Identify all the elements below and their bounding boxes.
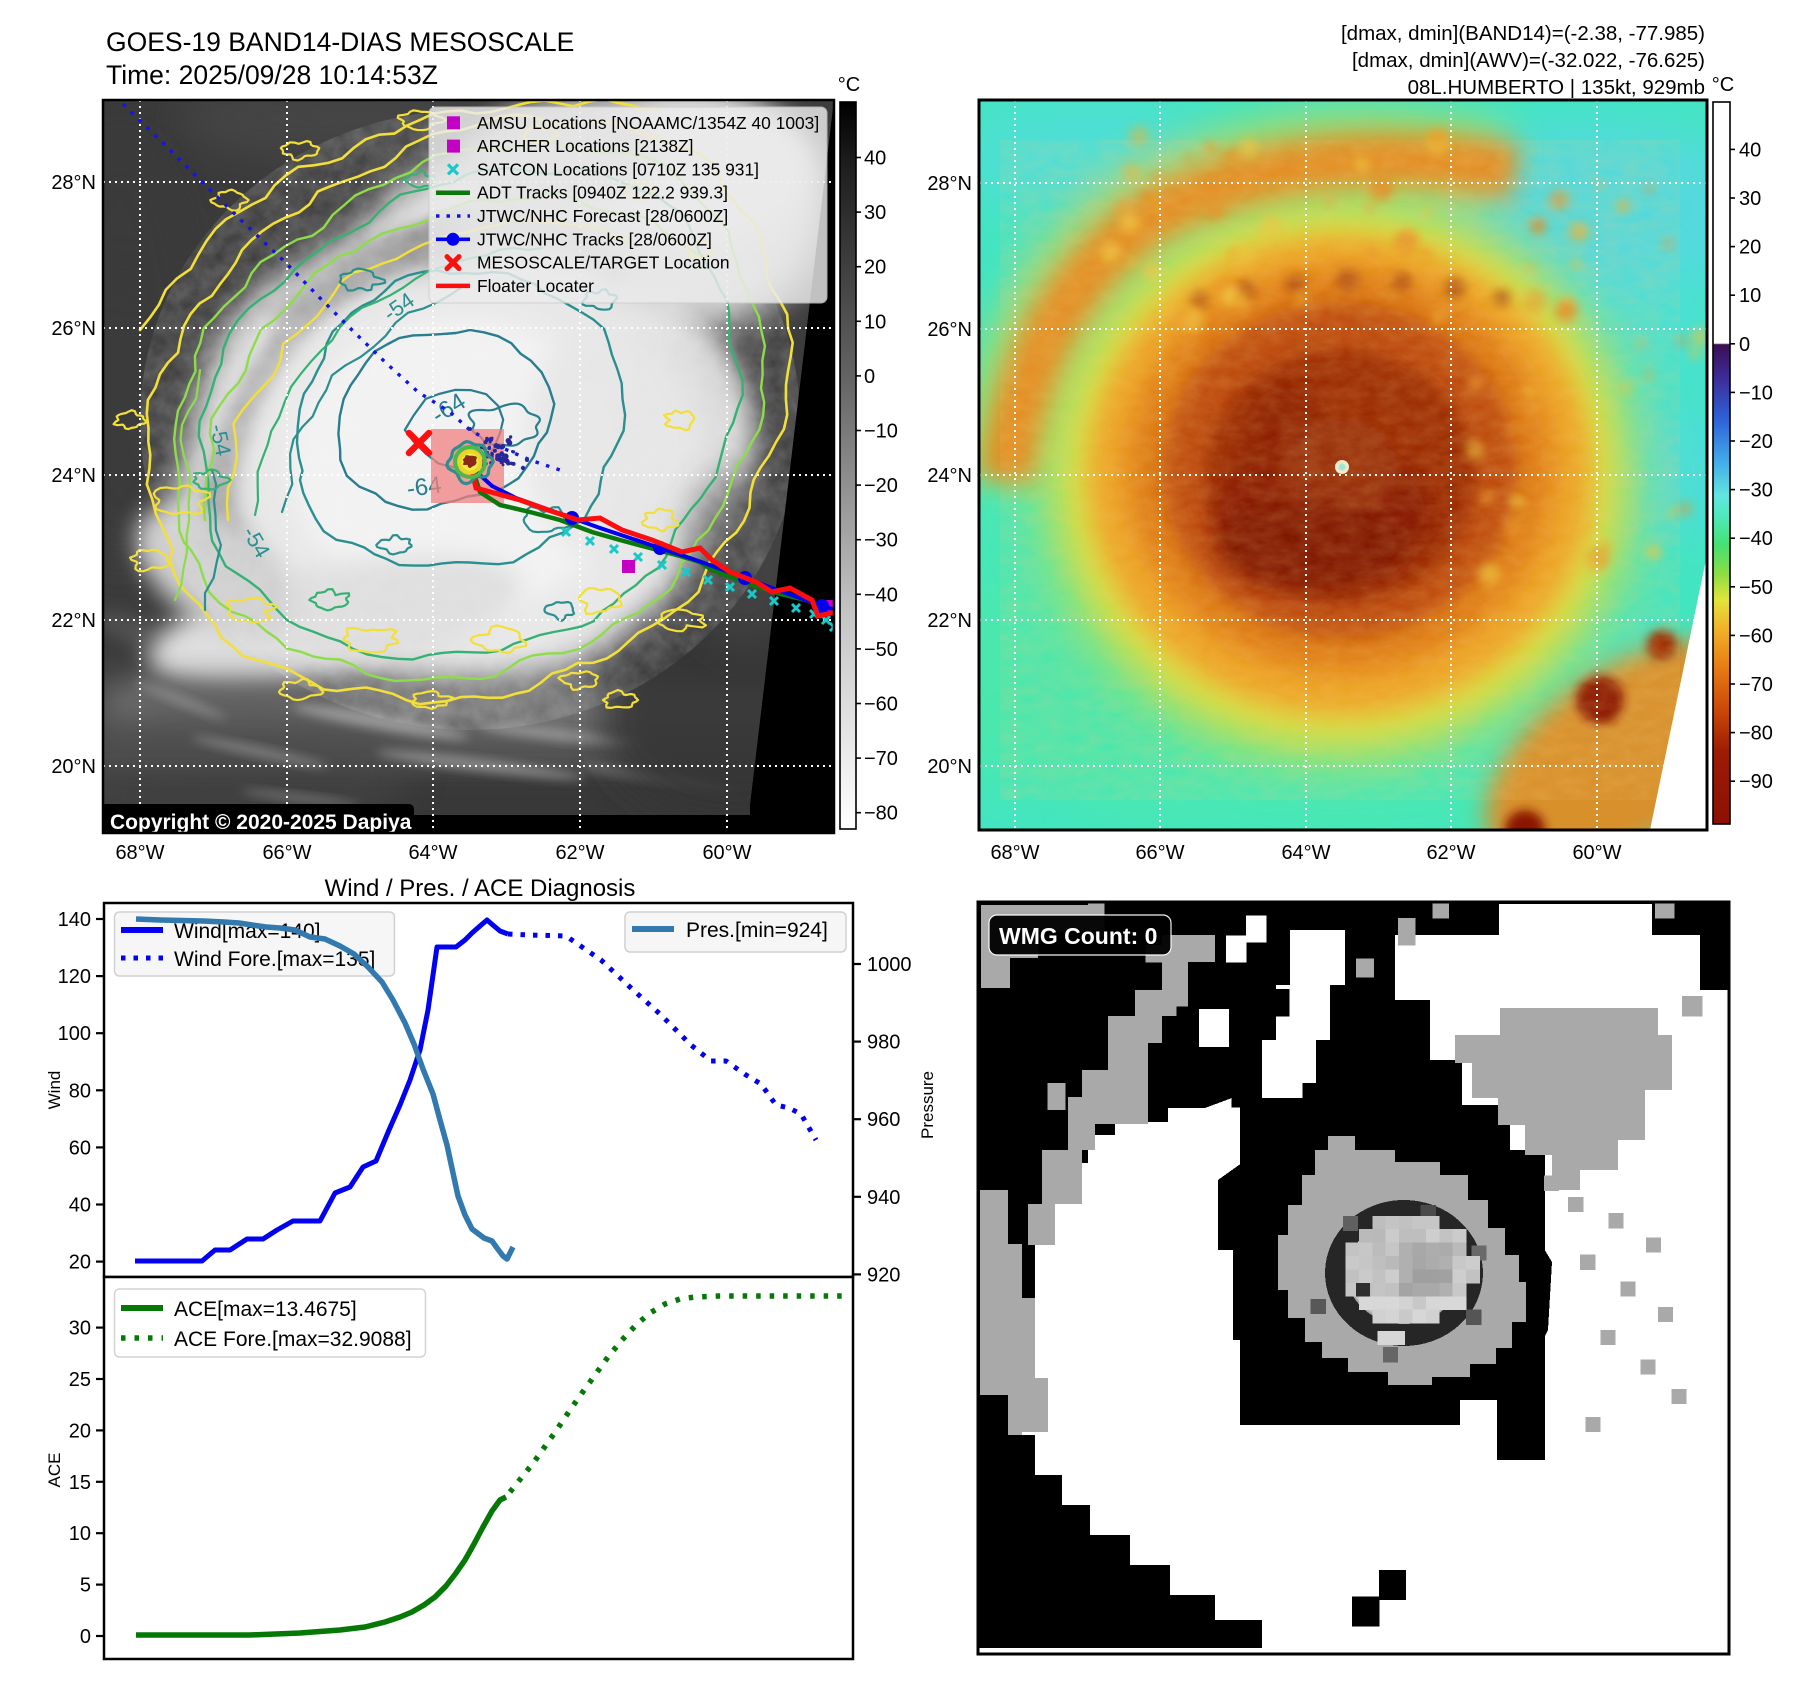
svg-text:10: 10 bbox=[69, 1523, 91, 1545]
svg-text:SATCON Locations [0710Z 135 93: SATCON Locations [0710Z 135 931] bbox=[477, 159, 759, 179]
svg-text:ACE: ACE bbox=[45, 1453, 64, 1488]
svg-text:ACE Fore.[max=32.9088]: ACE Fore.[max=32.9088] bbox=[174, 1328, 412, 1351]
svg-text:MESOSCALE/TARGET Location: MESOSCALE/TARGET Location bbox=[477, 253, 730, 273]
svg-text:20: 20 bbox=[864, 257, 886, 279]
svg-text:Wind / Pres. / ACE Diagnosis: Wind / Pres. / ACE Diagnosis bbox=[325, 875, 636, 902]
svg-text:62°W: 62°W bbox=[555, 842, 604, 864]
svg-text:60°W: 60°W bbox=[702, 842, 751, 864]
svg-text:−10: −10 bbox=[864, 421, 898, 443]
svg-text:22°N: 22°N bbox=[51, 610, 96, 632]
svg-text:10: 10 bbox=[864, 311, 886, 333]
svg-text:ADT Tracks [0940Z 122.2 939.3]: ADT Tracks [0940Z 122.2 939.3] bbox=[477, 183, 728, 203]
svg-text:60: 60 bbox=[69, 1137, 91, 1159]
svg-text:980: 980 bbox=[867, 1032, 900, 1054]
svg-text:5: 5 bbox=[80, 1575, 91, 1597]
svg-text:−50: −50 bbox=[864, 639, 898, 661]
svg-text:−40: −40 bbox=[1739, 528, 1773, 550]
svg-text:68°W: 68°W bbox=[990, 842, 1039, 864]
svg-text:30: 30 bbox=[69, 1318, 91, 1340]
svg-text:GOES-19 BAND14-DIAS MESOSCALE: GOES-19 BAND14-DIAS MESOSCALE bbox=[106, 27, 574, 57]
svg-text:68°W: 68°W bbox=[115, 842, 164, 864]
svg-text:30: 30 bbox=[1739, 188, 1761, 210]
svg-text:40: 40 bbox=[69, 1195, 91, 1217]
svg-text:−40: −40 bbox=[864, 584, 898, 606]
svg-text:1000: 1000 bbox=[867, 954, 912, 976]
svg-text:940: 940 bbox=[867, 1187, 900, 1209]
svg-text:30: 30 bbox=[864, 202, 886, 224]
svg-text:15: 15 bbox=[69, 1472, 91, 1494]
svg-text:24°N: 24°N bbox=[927, 465, 972, 487]
svg-text:−60: −60 bbox=[1739, 625, 1773, 647]
svg-text:Wind Fore.[max=135]: Wind Fore.[max=135] bbox=[174, 948, 375, 971]
svg-text:−10: −10 bbox=[1739, 382, 1773, 404]
svg-text:80: 80 bbox=[69, 1080, 91, 1102]
svg-text:0: 0 bbox=[80, 1626, 91, 1648]
svg-text:0: 0 bbox=[864, 366, 875, 388]
svg-text:°C: °C bbox=[838, 74, 860, 96]
svg-text:960: 960 bbox=[867, 1109, 900, 1131]
svg-text:[dmax, dmin](AWV)=(-32.022, -7: [dmax, dmin](AWV)=(-32.022, -76.625) bbox=[1352, 49, 1705, 72]
svg-text:−70: −70 bbox=[864, 748, 898, 770]
svg-text:20: 20 bbox=[69, 1420, 91, 1442]
svg-text:ACE[max=13.4675]: ACE[max=13.4675] bbox=[174, 1298, 357, 1321]
svg-text:−20: −20 bbox=[1739, 431, 1773, 453]
svg-text:Time: 2025/09/28 10:14:53Z: Time: 2025/09/28 10:14:53Z bbox=[106, 60, 438, 90]
svg-text:Copyright © 2020-2025 Dapiya: Copyright © 2020-2025 Dapiya bbox=[110, 811, 412, 834]
svg-text:ARCHER Locations [2138Z]: ARCHER Locations [2138Z] bbox=[477, 136, 694, 156]
svg-text:920: 920 bbox=[867, 1264, 900, 1286]
svg-text:−30: −30 bbox=[1739, 480, 1773, 502]
svg-text:Pressure: Pressure bbox=[918, 1071, 937, 1139]
svg-text:AMSU Locations [NOAAMC/1354Z 4: AMSU Locations [NOAAMC/1354Z 40 1003] bbox=[477, 113, 819, 133]
svg-text:−50: −50 bbox=[1739, 577, 1773, 599]
svg-text:120: 120 bbox=[58, 966, 91, 988]
svg-text:−80: −80 bbox=[1739, 723, 1773, 745]
svg-text:24°N: 24°N bbox=[51, 465, 96, 487]
svg-text:40: 40 bbox=[864, 148, 886, 170]
svg-text:28°N: 28°N bbox=[51, 172, 96, 194]
svg-text:08L.HUMBERTO | 135kt, 929mb: 08L.HUMBERTO | 135kt, 929mb bbox=[1408, 76, 1705, 99]
svg-text:−20: −20 bbox=[864, 475, 898, 497]
svg-text:40: 40 bbox=[1739, 139, 1761, 161]
svg-text:20°N: 20°N bbox=[927, 756, 972, 778]
svg-text:140: 140 bbox=[58, 909, 91, 931]
svg-text:Floater Locater: Floater Locater bbox=[477, 276, 594, 296]
svg-text:−30: −30 bbox=[864, 530, 898, 552]
svg-text:66°W: 66°W bbox=[1135, 842, 1184, 864]
svg-text:−60: −60 bbox=[864, 694, 898, 716]
svg-text:−90: −90 bbox=[1739, 771, 1773, 793]
svg-text:10: 10 bbox=[1739, 285, 1761, 307]
svg-text:−80: −80 bbox=[864, 803, 898, 825]
svg-text:28°N: 28°N bbox=[927, 173, 972, 195]
svg-text:JTWC/NHC Forecast [28/0600Z]: JTWC/NHC Forecast [28/0600Z] bbox=[477, 206, 728, 226]
svg-text:100: 100 bbox=[58, 1023, 91, 1045]
svg-text:64°W: 64°W bbox=[1281, 842, 1330, 864]
svg-text:64°W: 64°W bbox=[408, 842, 457, 864]
svg-text:22°N: 22°N bbox=[927, 610, 972, 632]
svg-text:62°W: 62°W bbox=[1426, 842, 1475, 864]
svg-text:Wind: Wind bbox=[45, 1071, 64, 1110]
svg-text:WMG Count: 0: WMG Count: 0 bbox=[999, 923, 1157, 949]
svg-text:Pres.[min=924]: Pres.[min=924] bbox=[686, 919, 828, 942]
svg-text:25: 25 bbox=[69, 1369, 91, 1391]
svg-text:[dmax, dmin](BAND14)=(-2.38, -: [dmax, dmin](BAND14)=(-2.38, -77.985) bbox=[1341, 22, 1705, 45]
svg-text:26°N: 26°N bbox=[927, 319, 972, 341]
svg-text:0: 0 bbox=[1739, 334, 1750, 356]
svg-text:26°N: 26°N bbox=[51, 318, 96, 340]
svg-text:−70: −70 bbox=[1739, 674, 1773, 696]
svg-text:20°N: 20°N bbox=[51, 756, 96, 778]
svg-text:20: 20 bbox=[1739, 237, 1761, 259]
svg-text:60°W: 60°W bbox=[1572, 842, 1621, 864]
svg-text:66°W: 66°W bbox=[262, 842, 311, 864]
svg-text:20: 20 bbox=[69, 1252, 91, 1274]
svg-text:°C: °C bbox=[1712, 74, 1734, 96]
svg-text:JTWC/NHC Tracks [28/0600Z]: JTWC/NHC Tracks [28/0600Z] bbox=[477, 229, 712, 249]
